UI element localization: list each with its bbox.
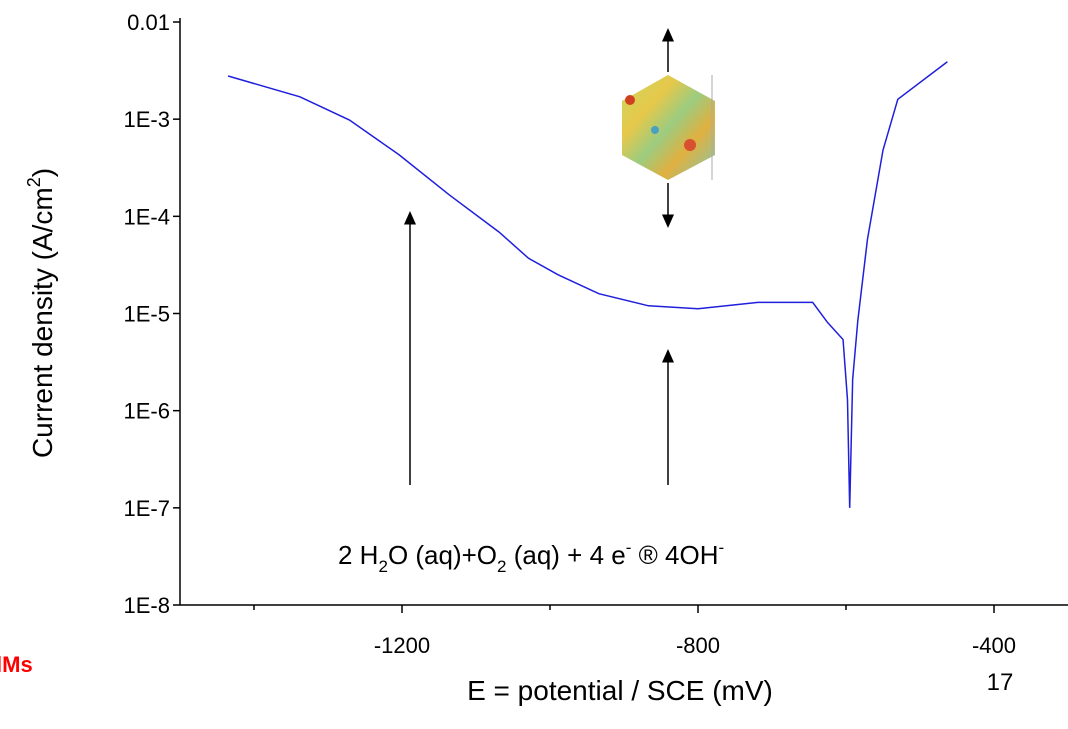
x-axis-label: E = potential / SCE (mV) (467, 675, 773, 706)
y-tick-label: 1E-8 (124, 593, 170, 618)
data-line (227, 61, 948, 508)
eq-superscript: - (626, 538, 632, 557)
x-tick-label: -800 (676, 633, 720, 658)
eq-subscript: 2 (497, 557, 506, 576)
y-tick-label: 1E-7 (124, 496, 170, 521)
slide-number: 17 (987, 669, 1014, 696)
eq-text: ® 4OH (631, 540, 718, 570)
crystal-image (622, 75, 715, 180)
y-tick-label: 1E-6 (124, 399, 170, 424)
eq-text: O (aq)+O (388, 540, 497, 570)
y-axis-label: Current density (A/cm2) (24, 168, 58, 458)
y-label-text: Current density (A/cm (27, 187, 58, 458)
y-tick-label: 1E-5 (124, 302, 170, 327)
image-spot (651, 126, 659, 134)
eq-text: 2 H (338, 540, 378, 570)
arrows (404, 28, 674, 485)
x-tick-label: -1200 (374, 633, 430, 658)
x-tick-label: -400 (972, 633, 1016, 658)
eq-superscript: - (718, 538, 724, 557)
image-spot (684, 139, 696, 151)
eq-text: (aq) + 4 e (507, 540, 626, 570)
y-tick-label: 0.01 (127, 10, 170, 35)
eq-subscript: 2 (378, 557, 387, 576)
y-tick-label: 1E-3 (124, 107, 170, 132)
equation: 2 H2O (aq)+O2 (aq) + 4 e- ® 4OH- (338, 538, 724, 576)
edge-text: lMs (0, 652, 33, 677)
image-spot (625, 95, 635, 105)
y-label-text: ) (27, 168, 58, 177)
y-label-superscript: 2 (24, 177, 44, 187)
y-tick-label: 1E-4 (124, 204, 170, 229)
